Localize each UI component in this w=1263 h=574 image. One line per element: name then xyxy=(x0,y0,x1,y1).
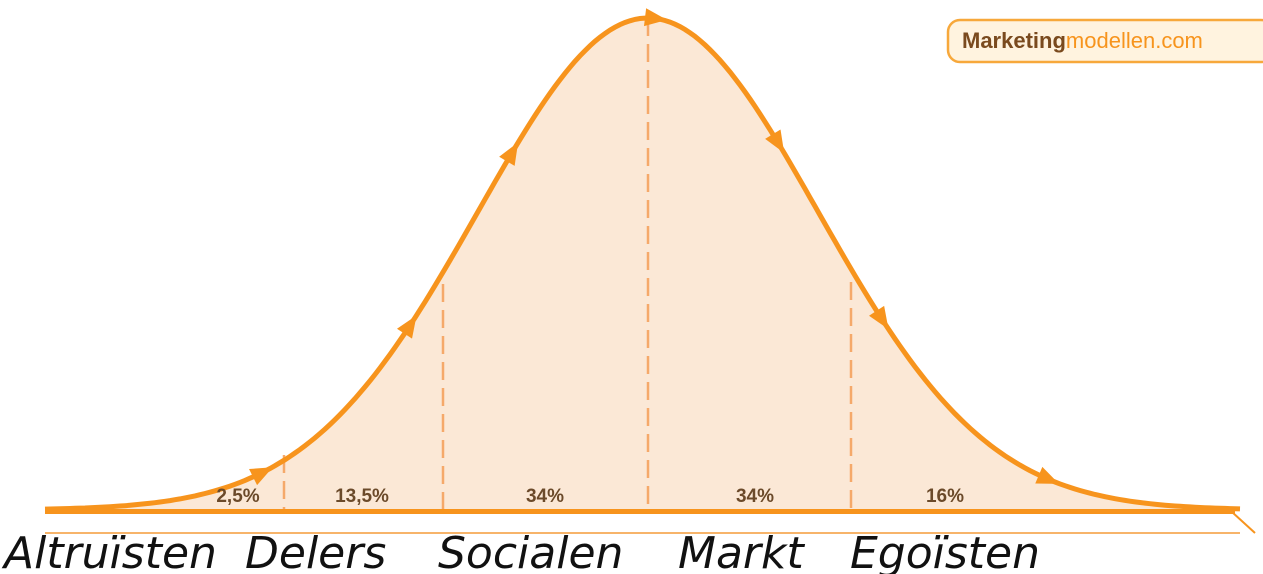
brand: Marketingmodellen.com xyxy=(962,28,1203,53)
corner xyxy=(1231,511,1256,534)
group-label: Egoïsten xyxy=(850,528,1040,574)
arrow xyxy=(869,305,889,330)
share: 34% xyxy=(736,486,774,507)
share: 34% xyxy=(526,486,564,507)
brand-bold: Marketing xyxy=(962,28,1066,53)
group-label: Altruïsten xyxy=(1,528,217,574)
arrow xyxy=(396,315,417,339)
arrow xyxy=(644,8,667,27)
group-label: Socialen xyxy=(438,528,623,574)
brand-rest: modellen.com xyxy=(1066,28,1203,53)
curve-area xyxy=(45,18,1240,510)
arrow xyxy=(249,467,273,486)
share: 13,5% xyxy=(335,486,389,507)
arrow xyxy=(1035,466,1060,484)
arrows xyxy=(249,8,1060,486)
group-label: Delers xyxy=(245,528,386,574)
arrow xyxy=(499,142,519,166)
share: 16% xyxy=(926,486,964,507)
arrow xyxy=(765,129,785,153)
baseline xyxy=(45,509,1235,514)
brand-box xyxy=(946,18,1263,64)
group-label: Markt xyxy=(678,528,805,574)
share: 2,5% xyxy=(216,486,259,507)
